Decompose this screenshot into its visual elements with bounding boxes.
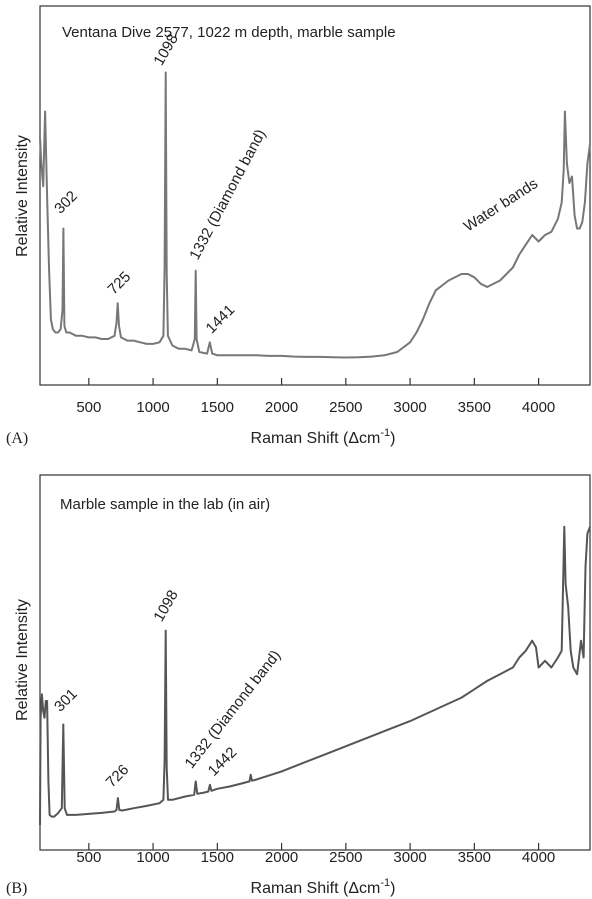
x-tick-label: 2000 xyxy=(265,849,298,866)
panel-letter: (A) xyxy=(6,430,28,447)
x-tick-label: 1500 xyxy=(201,399,234,416)
spectrum-series xyxy=(39,71,591,359)
x-tick-label: 4000 xyxy=(522,399,555,416)
peak-label: 726 xyxy=(103,761,133,791)
plot-frame xyxy=(39,5,591,386)
panel-letter: (B) xyxy=(6,880,27,897)
panel-b: Marble sample in the lab (in air) Relati… xyxy=(6,474,591,897)
x-tick-label: 2000 xyxy=(265,399,298,416)
x-axis-label: Raman Shift (Δcm-1) xyxy=(251,427,396,447)
x-axis-ticks: 500 1000 1500 2000 2500 3000 3500 4000 xyxy=(76,843,555,866)
spectrum-line xyxy=(39,71,591,359)
spectrum-line xyxy=(39,525,591,826)
x-tick-label: 3000 xyxy=(393,399,426,416)
x-tick-label: 1500 xyxy=(201,849,234,866)
peak-label: Water bands xyxy=(461,175,541,235)
x-tick-label: 3000 xyxy=(393,849,426,866)
peak-label: 725 xyxy=(105,268,135,298)
x-tick-label: 500 xyxy=(76,399,101,416)
peak-label: 1332 (Diamond band) xyxy=(186,127,269,263)
panel-title: Ventana Dive 2577, 1022 m depth, marble … xyxy=(62,24,396,41)
peak-label: 1098 xyxy=(150,587,181,624)
y-axis-label: Relative Intensity xyxy=(14,599,31,721)
panel-a: Ventana Dive 2577, 1022 m depth, marble … xyxy=(6,5,591,447)
x-tick-label: 2500 xyxy=(329,399,362,416)
panel-title: Marble sample in the lab (in air) xyxy=(60,496,270,513)
y-axis-label: Relative Intensity xyxy=(14,135,31,257)
peak-label: 1441 xyxy=(203,301,239,337)
x-tick-label: 1000 xyxy=(136,399,169,416)
x-tick-label: 4000 xyxy=(522,849,555,866)
x-tick-label: 500 xyxy=(76,849,101,866)
plot-frame xyxy=(39,474,591,851)
x-axis-ticks: 500 1000 1500 2000 2500 3000 3500 4000 xyxy=(76,378,555,416)
spectrum-series xyxy=(39,525,591,826)
x-tick-label: 3500 xyxy=(458,849,491,866)
peak-label: 301 xyxy=(51,686,81,716)
x-tick-label: 1000 xyxy=(136,849,169,866)
peak-label: 302 xyxy=(51,188,81,218)
x-tick-label: 3500 xyxy=(458,399,491,416)
x-axis-label: Raman Shift (Δcm-1) xyxy=(251,877,396,897)
x-tick-label: 2500 xyxy=(329,849,362,866)
